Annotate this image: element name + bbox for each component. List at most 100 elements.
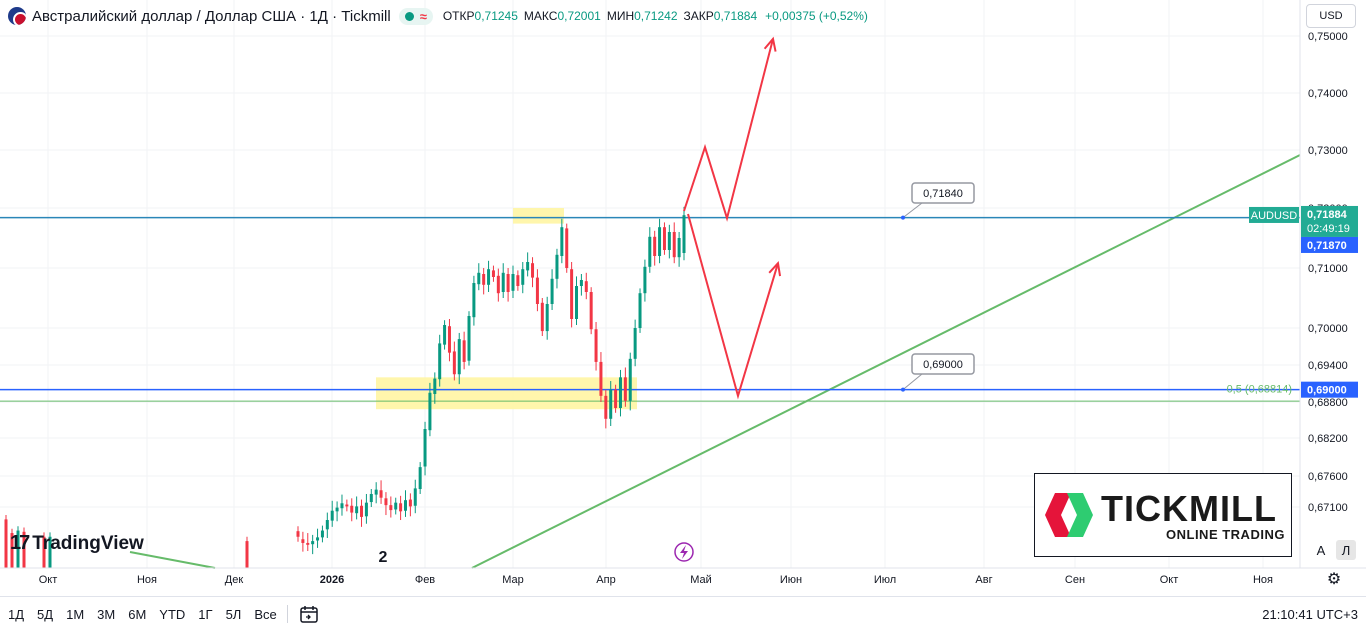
y-tick-label: 0,71000 [1308,263,1348,275]
price-callout[interactable]: 0,71840 [901,182,975,220]
bottom-toolbar: 1Д 5Д 1М 3М 6М YTD 1Г 5Л Все 21:10:41 UTC+3 [0,596,1366,632]
australia-flag-icon [8,7,26,25]
candle [364,493,368,524]
candle [623,367,627,407]
gear-icon[interactable]: ⚙ [1326,571,1342,588]
toolbar-divider [287,605,288,623]
x-tick-label: Окт [39,574,58,586]
candle [648,227,652,273]
wave-icon: ≈ [419,8,427,24]
x-tick-label: Сен [1065,574,1085,586]
candle [487,260,491,292]
resistance-zone [513,208,564,224]
timeframe-button[interactable]: YTD [159,607,186,622]
timeframe-button[interactable]: 1М [66,607,85,622]
timeframe-button[interactable]: 5Л [225,607,242,622]
candle [658,218,662,264]
candle [384,492,388,516]
tickmill-logo: TICKMILL ONLINE TRADING [1034,473,1292,557]
candle [438,334,442,387]
timeframe-button[interactable]: Все [254,607,277,622]
candle [614,384,618,413]
candle [325,512,329,538]
x-tick-label: Июл [874,574,896,586]
candle [638,288,642,333]
timeframe-button[interactable]: 6М [128,607,147,622]
candle [521,262,525,294]
currency-select[interactable]: USD [1306,4,1356,28]
candle [245,536,249,568]
candle [301,531,305,552]
y-tick-label: 0,73000 [1308,145,1348,157]
candle [413,479,417,514]
symbol-legend: Австралийский доллар / Доллар США · 1Д ·… [8,5,868,27]
log-scale-button[interactable]: Л [1336,540,1356,560]
candle [399,495,403,521]
candle [10,528,14,568]
candle [4,515,8,568]
candle [628,352,632,411]
callout-label: 0,71840 [923,188,963,200]
candle [447,319,451,362]
uptrend-line[interactable] [471,154,1301,569]
candle [516,270,520,291]
callout-label: 0,69000 [923,359,963,371]
candle [379,480,383,504]
tradingview-mark-icon: 17 [10,532,30,554]
timeframe-button[interactable]: 1Д [8,607,25,622]
downtrend-line[interactable] [129,551,216,569]
y-tick-label: 0,69400 [1308,360,1348,372]
candle [311,534,315,555]
projection-down-arrow-head [768,260,782,277]
lightning-icon[interactable] [674,542,694,562]
price-callout[interactable]: 0,69000 [901,353,975,392]
candle [428,382,432,437]
candle [575,276,579,325]
x-tick-label: Ноя [137,574,157,586]
projection-down-arrow[interactable] [687,213,779,400]
candle [477,263,481,291]
candle [540,298,544,337]
x-tick-label: 2026 [320,574,344,586]
candle [643,259,647,302]
status-pill[interactable]: ≈ [398,7,433,25]
timeframe-button[interactable]: 3М [97,607,116,622]
candle [345,499,349,512]
candle [501,263,505,298]
last-price-badge: 0,71884 02:49:19 [1301,205,1358,237]
tickmill-mark-icon [1045,493,1093,537]
candle [584,272,588,300]
candle [579,274,583,296]
candle [491,265,495,282]
candle [306,533,310,552]
candle [570,262,574,328]
candle [604,389,608,429]
timeframe-button[interactable]: 1Г [198,607,213,622]
candle [672,222,676,264]
candle [667,224,671,259]
candle [496,268,500,302]
candle [462,331,466,370]
projection-up-arrow[interactable] [683,38,774,222]
y-tick-label: 0,68800 [1308,397,1348,409]
candle [335,501,339,522]
candle [16,526,20,568]
level-price-badge: 0,69000 [1301,381,1358,398]
tickmill-subtitle: ONLINE TRADING [1166,527,1285,542]
symbol-badge-text: AUDUSD [1251,210,1298,222]
auto-scale-button[interactable]: A [1316,542,1326,558]
candle [633,319,637,367]
clock[interactable]: 21:10:41 UTC+3 [1262,607,1358,622]
x-tick-label: Апр [596,574,615,586]
candle [316,528,320,548]
change-value: +0,00375 (+0,52%) [765,9,868,23]
timeframe-button[interactable]: 5Д [37,607,54,622]
tradingview-logo[interactable]: 17 TradingView [10,532,144,555]
calendar-icon[interactable] [298,603,320,625]
low-label: МИН [606,9,635,23]
candle [589,287,593,335]
candle [526,252,530,277]
open-value: 0,71245 [474,9,518,23]
symbol-title[interactable]: Австралийский доллар / Доллар США · 1Д ·… [32,7,391,25]
candle [506,268,510,302]
